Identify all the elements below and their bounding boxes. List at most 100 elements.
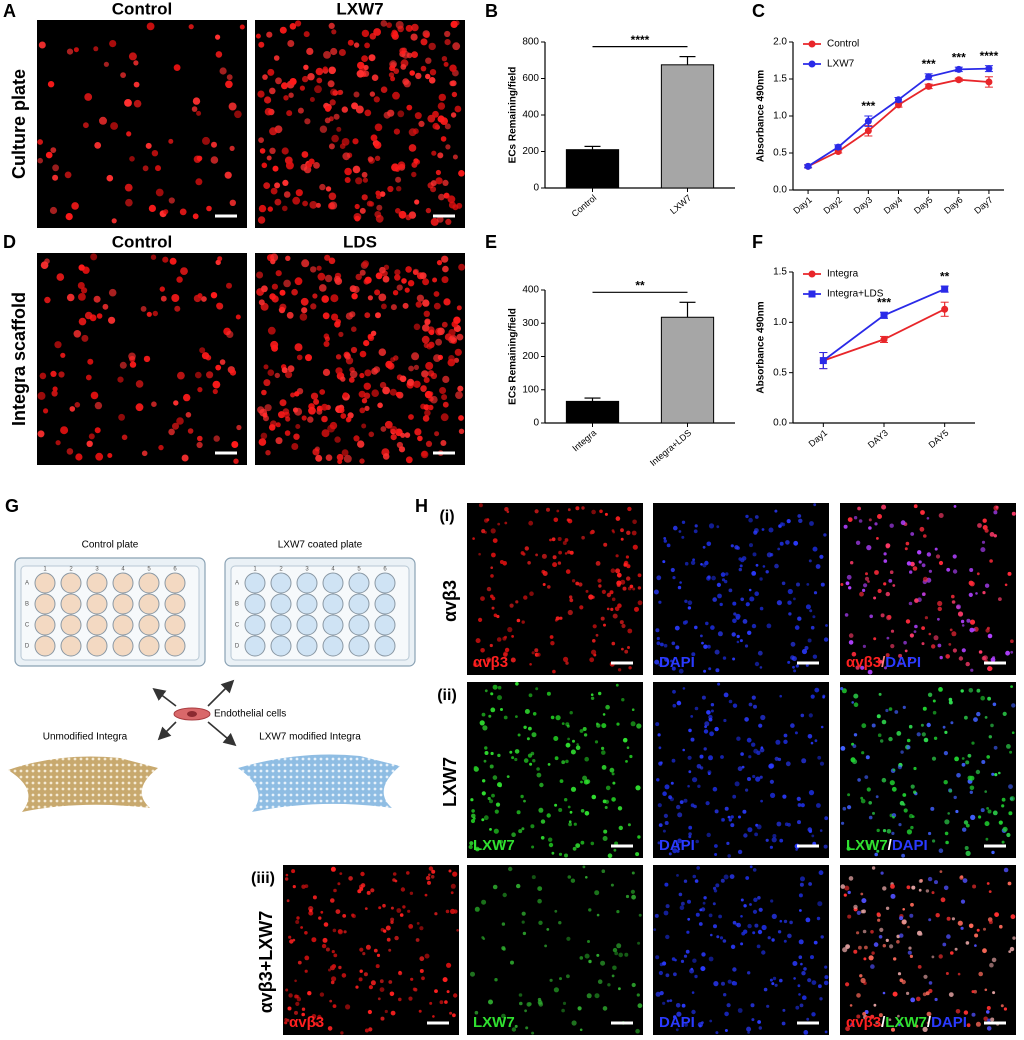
well xyxy=(86,614,108,636)
cell xyxy=(279,289,286,296)
well xyxy=(86,635,108,657)
cell xyxy=(168,197,175,204)
panel-label: G xyxy=(5,496,19,516)
cell xyxy=(877,588,882,594)
cell xyxy=(687,899,691,904)
cell xyxy=(333,113,340,120)
cell xyxy=(656,575,662,581)
cell xyxy=(937,600,943,607)
cell xyxy=(319,992,325,997)
cell xyxy=(618,952,623,958)
cell xyxy=(435,338,442,346)
cell xyxy=(701,907,706,912)
cell xyxy=(597,979,603,984)
cell xyxy=(766,552,773,558)
cell xyxy=(876,537,879,540)
cell xyxy=(1011,703,1016,708)
cell xyxy=(368,201,375,207)
cell xyxy=(269,87,276,95)
cell xyxy=(386,937,391,942)
cell xyxy=(427,404,434,411)
cell xyxy=(669,999,673,1002)
cell xyxy=(422,278,430,286)
cell xyxy=(908,724,913,729)
cell xyxy=(353,91,360,98)
cell xyxy=(406,871,410,875)
cell xyxy=(281,82,288,90)
cell xyxy=(453,357,460,363)
cell xyxy=(212,388,218,395)
cell xyxy=(909,570,913,574)
cell xyxy=(961,624,965,627)
cell xyxy=(197,293,203,299)
cell xyxy=(776,600,783,606)
cell xyxy=(597,578,602,583)
cell xyxy=(759,775,763,779)
caption-segment: / xyxy=(927,1014,932,1031)
cell xyxy=(750,1003,755,1008)
cell xyxy=(538,807,544,813)
stain-caption: αvβ3 xyxy=(473,654,508,671)
cell xyxy=(888,736,893,742)
point xyxy=(880,311,888,319)
cell xyxy=(769,845,774,849)
cell xyxy=(191,106,198,112)
cell xyxy=(559,977,562,981)
cell xyxy=(447,195,456,204)
cell xyxy=(330,866,336,872)
cell xyxy=(321,943,327,949)
cell xyxy=(612,530,615,534)
cell xyxy=(330,898,335,903)
cell xyxy=(514,749,520,754)
cell xyxy=(928,569,933,573)
caption-segment: DAPI xyxy=(659,837,695,854)
cell xyxy=(497,695,502,701)
cell xyxy=(364,405,370,411)
cell xyxy=(625,894,630,899)
cell xyxy=(458,263,465,271)
cell xyxy=(751,571,757,576)
cell xyxy=(183,393,191,402)
cell xyxy=(491,793,495,798)
cell xyxy=(135,403,144,412)
significance: *** xyxy=(861,99,875,113)
cell xyxy=(538,920,543,925)
cell xyxy=(730,544,734,548)
cell xyxy=(201,296,207,302)
cell xyxy=(364,907,368,910)
cell xyxy=(685,949,690,954)
cell xyxy=(361,194,368,201)
cell xyxy=(365,944,371,950)
cell xyxy=(671,641,676,646)
cell xyxy=(819,829,823,832)
micrograph-bg xyxy=(840,503,1016,675)
panel-label: F xyxy=(752,232,763,252)
cell xyxy=(303,31,310,38)
cell xyxy=(948,992,954,997)
cell xyxy=(531,732,537,738)
cell xyxy=(987,633,993,639)
cell xyxy=(270,340,279,349)
cell xyxy=(733,612,737,616)
point xyxy=(925,82,933,90)
cell xyxy=(984,716,988,719)
cell xyxy=(520,551,525,555)
cell xyxy=(908,601,913,606)
cell xyxy=(347,39,354,46)
cell xyxy=(475,638,481,644)
cell xyxy=(536,652,541,657)
cell xyxy=(393,128,400,135)
cell xyxy=(1008,950,1012,953)
cell xyxy=(729,874,735,879)
cell xyxy=(488,714,492,718)
cell xyxy=(37,139,43,145)
cell xyxy=(628,666,632,670)
cell xyxy=(359,350,367,358)
cell xyxy=(702,563,707,568)
cell xyxy=(799,909,802,912)
cell xyxy=(757,1020,761,1024)
cell xyxy=(363,382,371,390)
cell xyxy=(785,761,791,767)
cell xyxy=(540,819,546,824)
cell xyxy=(878,1013,883,1018)
